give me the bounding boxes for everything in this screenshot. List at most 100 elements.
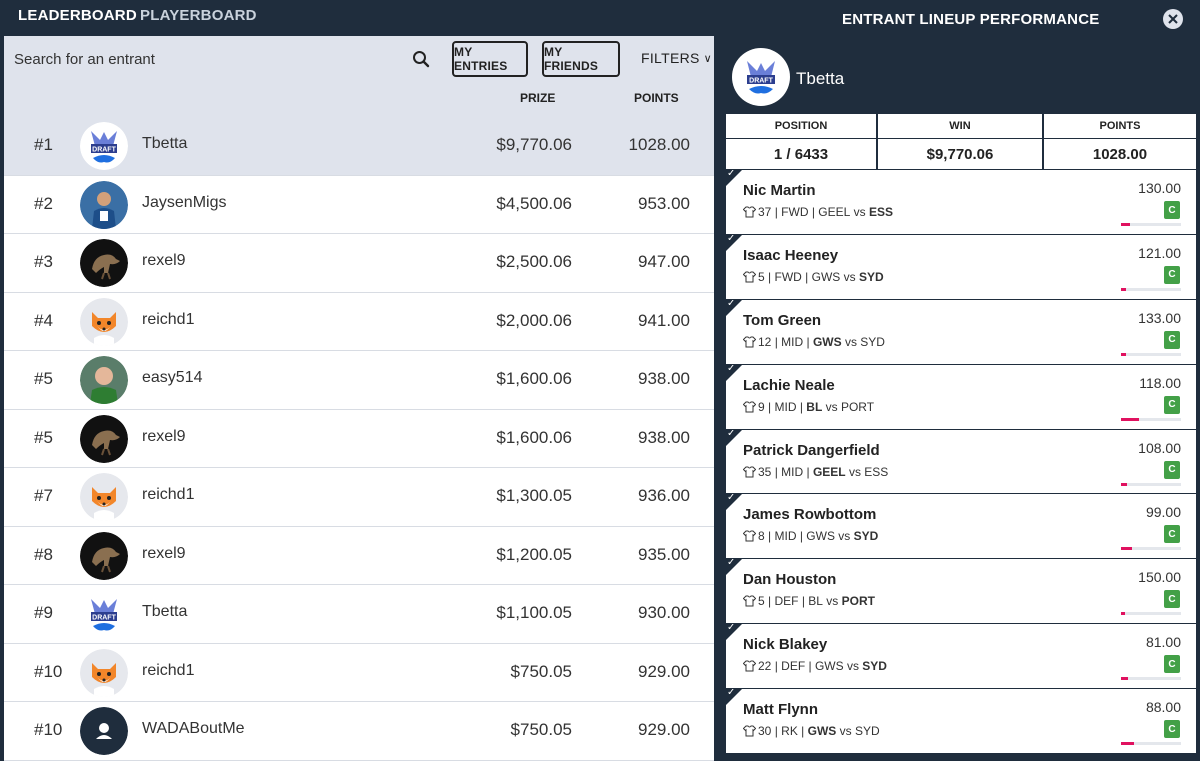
player-info: 5 | DEF | BL vs PORT bbox=[743, 594, 875, 608]
separator: | bbox=[801, 269, 812, 284]
username[interactable]: Tbetta bbox=[142, 135, 188, 152]
rank: #4 bbox=[34, 310, 53, 330]
progress-bar bbox=[1121, 482, 1181, 486]
avatar bbox=[80, 531, 128, 580]
player-info: 22 | DEF | GWS vs SYD bbox=[743, 659, 887, 673]
table-row[interactable]: #4 reichd1 $2,000.06 941.00 bbox=[4, 292, 714, 351]
win-label: WIN bbox=[878, 114, 1042, 138]
player-info: 35 | MID | GEEL vs ESS bbox=[743, 465, 888, 479]
avatar bbox=[80, 648, 128, 697]
player-name[interactable]: Dan Houston bbox=[743, 571, 837, 589]
username[interactable]: reichd1 bbox=[142, 310, 195, 328]
player-name[interactable]: Patrick Dangerfield bbox=[743, 441, 880, 459]
leaderboard-body: MY ENTRIES MY FRIENDS FILTERS∨ PRIZE POI… bbox=[4, 36, 714, 761]
rank: #1 bbox=[34, 135, 53, 154]
separator: | bbox=[803, 334, 813, 349]
points: 938.00 bbox=[638, 369, 690, 388]
username[interactable]: Tbetta bbox=[142, 603, 188, 620]
list-item[interactable]: ✓ Dan Houston 5 | DEF | BL vs PORT 150.0… bbox=[726, 559, 1196, 625]
separator: | bbox=[771, 659, 782, 674]
username[interactable]: rexel9 bbox=[142, 252, 186, 269]
progress-bar bbox=[1121, 417, 1181, 421]
rank: #3 bbox=[34, 252, 53, 271]
table-row[interactable]: #5 easy514 $1,600.06 938.00 bbox=[4, 351, 714, 410]
username[interactable]: rexel9 bbox=[142, 544, 186, 562]
avatar: DRAFT bbox=[80, 590, 128, 638]
player-name[interactable]: Nick Blakey bbox=[743, 636, 828, 654]
tab-playerboard[interactable]: PLAYERBOARD bbox=[140, 7, 257, 24]
team-home: GEEL bbox=[812, 464, 846, 479]
player-info: 5 | FWD | GWS vs SYD bbox=[743, 270, 884, 284]
player-name[interactable]: Tom Green bbox=[743, 311, 822, 329]
list-item[interactable]: ✓ Lachie Neale 9 | MID | BL vs PORT 118.… bbox=[726, 364, 1196, 430]
check-icon: ✓ bbox=[727, 429, 736, 439]
table-row[interactable]: #10 WADABoutMe $750.05 929.00 bbox=[4, 702, 714, 761]
list-item[interactable]: ✓ Matt Flynn 30 | RK | GWS vs SYD 88.00 … bbox=[726, 689, 1196, 755]
username[interactable]: easy514 bbox=[142, 369, 203, 386]
my-friends-button[interactable]: MY FRIENDS bbox=[542, 41, 620, 77]
list-item[interactable]: ✓ James Rowbottom 8 | MID | GWS vs SYD 9… bbox=[726, 494, 1196, 560]
win-value: $9,770.06 bbox=[878, 139, 1042, 169]
corner-flag bbox=[726, 624, 742, 641]
team-home: GWS bbox=[806, 529, 835, 544]
table-row[interactable]: #2 JaysenMigs $4,500.06 953.00 bbox=[4, 175, 714, 234]
team-home: GEEL bbox=[818, 205, 851, 219]
status-badge: C bbox=[1164, 330, 1180, 349]
table-row[interactable]: #8 rexel9 $1,200.05 935.00 bbox=[4, 526, 714, 585]
list-item[interactable]: ✓ Isaac Heeney 5 | FWD | GWS vs SYD 121.… bbox=[726, 234, 1196, 300]
username[interactable]: reichd1 bbox=[142, 661, 195, 679]
player-points: 133.00 bbox=[1138, 309, 1181, 326]
progress-fill bbox=[1121, 547, 1132, 551]
table-row[interactable]: #10 reichd1 $750.05 929.00 bbox=[4, 643, 714, 702]
table-row[interactable]: #5 rexel9 $1,600.06 938.00 bbox=[4, 409, 714, 468]
rank: #10 bbox=[34, 661, 63, 681]
tab-leaderboard[interactable]: LEADERBOARD bbox=[18, 7, 137, 24]
close-button[interactable] bbox=[1163, 9, 1183, 29]
username[interactable]: WADABoutMe bbox=[142, 720, 245, 737]
filters-dropdown[interactable]: FILTERS ∨ bbox=[641, 50, 712, 66]
player-name[interactable]: Nic Martin bbox=[743, 182, 816, 199]
list-item[interactable]: ✓ Nick Blakey 22 | DEF | GWS vs SYD 81.0… bbox=[726, 624, 1196, 690]
list-item[interactable]: ✓ Tom Green 12 | MID | GWS vs SYD 133.00… bbox=[726, 299, 1196, 365]
status-badge: C bbox=[1164, 720, 1180, 739]
team-home: GWS bbox=[807, 724, 837, 739]
team-home: BL bbox=[806, 399, 823, 414]
list-item[interactable]: ✓ Nic Martin 37 | FWD | GEEL vs ESS 130.… bbox=[726, 170, 1196, 235]
leaderboard-list: #1 DRAFT Tbetta $9,770.06 1028.00 #2 Jay… bbox=[4, 117, 714, 761]
username[interactable]: reichd1 bbox=[142, 486, 195, 503]
search-icon[interactable] bbox=[412, 50, 430, 68]
avatar bbox=[80, 297, 128, 346]
username[interactable]: rexel9 bbox=[142, 427, 186, 445]
jersey-number: 5 bbox=[758, 594, 765, 609]
my-entries-button[interactable]: MY ENTRIES bbox=[452, 41, 528, 77]
check-icon: ✓ bbox=[727, 494, 736, 504]
player-name[interactable]: Matt Flynn bbox=[743, 701, 818, 719]
progress-bar bbox=[1121, 612, 1181, 616]
table-row[interactable]: #3 rexel9 $2,500.06 947.00 bbox=[4, 234, 714, 293]
check-icon: ✓ bbox=[727, 364, 736, 374]
status-badge: C bbox=[1164, 265, 1180, 284]
separator: | bbox=[803, 464, 813, 479]
search-input[interactable] bbox=[14, 46, 394, 72]
player-name[interactable]: Lachie Neale bbox=[743, 376, 835, 394]
position: MID bbox=[774, 529, 797, 544]
separator: | bbox=[797, 724, 808, 739]
list-item[interactable]: ✓ Patrick Dangerfield 35 | MID | GEEL vs… bbox=[726, 429, 1196, 495]
status-badge: C bbox=[1164, 525, 1180, 544]
leaderboard-panel: LEADERBOARD PLAYERBOARD MY ENTRIES MY FR… bbox=[4, 7, 714, 761]
svg-text:DRAFT: DRAFT bbox=[92, 615, 116, 622]
username[interactable]: JaysenMigs bbox=[142, 193, 227, 211]
table-row[interactable]: #1 DRAFT Tbetta $9,770.06 1028.00 bbox=[4, 117, 714, 176]
team-away: PORT bbox=[840, 399, 875, 414]
team-away: PORT bbox=[841, 594, 875, 609]
separator: | bbox=[808, 205, 819, 219]
table-row[interactable]: #7 reichd1 $1,300.05 936.00 bbox=[4, 468, 714, 527]
progress-fill bbox=[1121, 742, 1135, 746]
team-home: GWS bbox=[814, 659, 844, 674]
player-name[interactable]: James Rowbottom bbox=[743, 506, 877, 524]
versus: vs bbox=[845, 464, 865, 479]
separator: | bbox=[796, 399, 807, 414]
player-name[interactable]: Isaac Heeney bbox=[743, 246, 839, 264]
entrant-header: DRAFT Tbetta bbox=[726, 44, 1196, 114]
table-row[interactable]: #9 DRAFT Tbetta $1,100.05 930.00 bbox=[4, 585, 714, 644]
